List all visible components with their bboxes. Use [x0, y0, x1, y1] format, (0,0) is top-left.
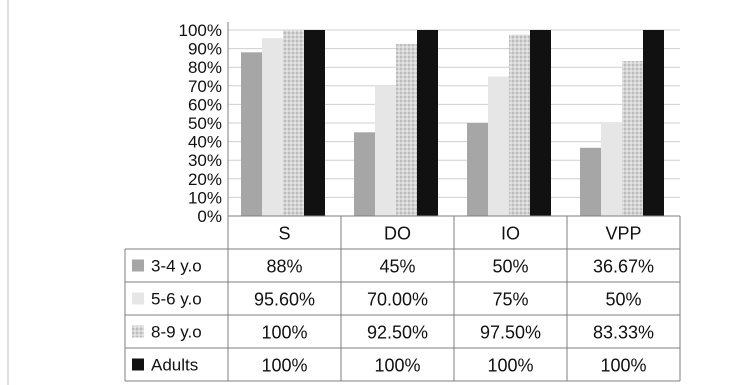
legend-label: 5-6 y.o: [151, 290, 202, 309]
data-label: 75%: [492, 290, 528, 310]
y-tick-label: 100%: [179, 21, 222, 40]
y-tick-label: 0%: [197, 207, 222, 226]
data-label: 95.60%: [254, 290, 315, 310]
bar-adults-vpp: [643, 30, 664, 216]
y-tick-label: 60%: [188, 95, 222, 114]
bar-8-9-y-o-do: [396, 43, 417, 217]
x-tick-label: S: [278, 224, 290, 244]
data-label: 83.33%: [593, 323, 654, 343]
data-label: 97.50%: [480, 323, 541, 343]
y-tick-label: 30%: [188, 151, 222, 170]
data-table: S DO IO VPP 3-4 y.o 88% 45% 50% 36.67% 5-6 y.o 95.…: [124, 215, 681, 382]
legend-key: [132, 259, 144, 272]
legend-key: [132, 325, 144, 338]
y-tick-label: 20%: [188, 170, 222, 189]
data-label: 50%: [492, 257, 528, 277]
data-label: 92.50%: [367, 323, 428, 343]
bar-5-6-y-o-vpp: [601, 123, 622, 216]
x-tick-label: IO: [501, 224, 520, 244]
bar-8-9-y-o-io: [509, 34, 530, 217]
legend-label: 3-4 y.o: [151, 257, 202, 276]
y-axis: 0%10%20%30%40%50%60%70%80%90%100%: [179, 21, 229, 226]
bar-adults-io: [530, 30, 551, 216]
y-tick-label: 40%: [188, 133, 222, 152]
y-tick-label: 90%: [188, 40, 222, 59]
data-label: 50%: [605, 290, 641, 310]
data-label: 100%: [261, 356, 307, 376]
legend-key: [132, 358, 144, 371]
bar-3-4-y-o-s: [241, 52, 262, 216]
data-label: 70.00%: [367, 290, 428, 310]
bar-5-6-y-o-s: [262, 38, 283, 217]
bar-adults-s: [304, 30, 325, 216]
bar-5-6-y-o-io: [488, 76, 509, 216]
legend-label: 8-9 y.o: [151, 323, 202, 342]
bar-3-4-y-o-io: [467, 123, 488, 216]
bar-adults-do: [417, 30, 438, 216]
y-tick-label: 50%: [188, 114, 222, 133]
bar-3-4-y-o-do: [354, 132, 375, 216]
bars: [241, 30, 664, 217]
data-label: 100%: [487, 356, 533, 376]
legend-label: Adults: [151, 356, 198, 375]
data-label: 100%: [261, 323, 307, 343]
bar-8-9-y-o-s: [283, 30, 304, 216]
y-tick-label: 70%: [188, 77, 222, 96]
y-tick-label: 10%: [188, 188, 222, 207]
y-tick-label: 80%: [188, 58, 222, 77]
legend-key: [132, 292, 144, 305]
data-label: 100%: [600, 356, 646, 376]
data-label: 36.67%: [593, 257, 654, 277]
data-label: 88%: [266, 257, 302, 277]
bar-5-6-y-o-do: [375, 85, 396, 216]
data-label: 45%: [379, 257, 415, 277]
x-tick-label: DO: [384, 224, 411, 244]
x-tick-label: VPP: [605, 224, 641, 244]
data-label: 100%: [374, 356, 420, 376]
bar-3-4-y-o-vpp: [580, 147, 601, 216]
bar-8-9-y-o-vpp: [622, 61, 643, 217]
